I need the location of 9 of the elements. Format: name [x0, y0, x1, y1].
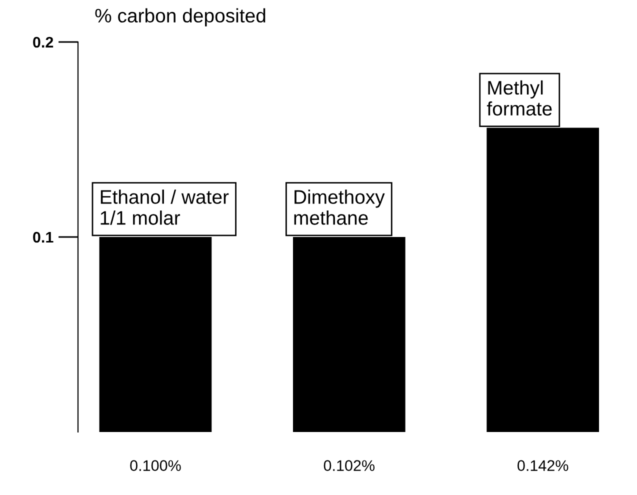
y-tick-label: 0.1: [33, 232, 54, 243]
x-tick-label: 0.102%: [324, 460, 375, 471]
x-tick-label: 0.142%: [518, 460, 568, 471]
annotation: Methyl formate: [486, 80, 552, 116]
annotation: Ethanol / water 1/1 molar: [100, 190, 229, 225]
y-axis-title: % carbon deposited: [95, 8, 266, 26]
annotation: Dimethoxy methane: [294, 190, 385, 225]
x-tick-label: 0.100%: [130, 460, 181, 471]
y-tick-label: 0.2: [33, 36, 54, 48]
